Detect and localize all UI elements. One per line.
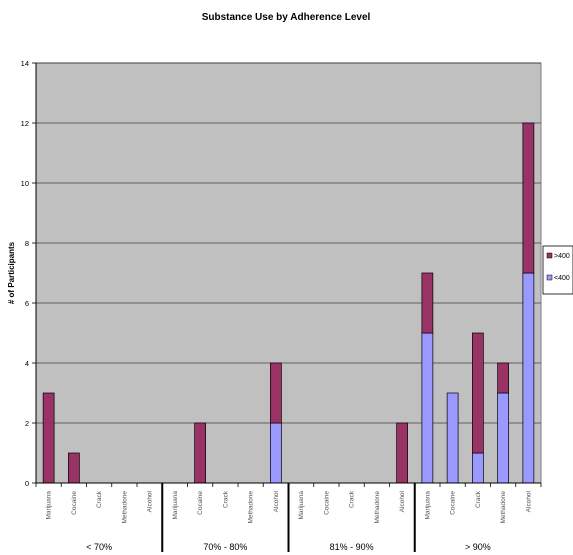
y-tick-label: 14 xyxy=(21,59,29,68)
bar-segment-gt400 xyxy=(497,362,509,394)
x-category-label: Methadone xyxy=(121,491,128,524)
legend-label: <400 xyxy=(554,275,570,282)
plot-area xyxy=(35,62,542,484)
y-tick-label: 6 xyxy=(25,299,29,308)
legend-label: >400 xyxy=(554,253,570,260)
x-group-label: 70% - 80% xyxy=(203,542,247,552)
bar-segment-lt400 xyxy=(421,332,434,484)
x-category-label: Cocaine xyxy=(71,491,78,515)
x-category-label: Crack xyxy=(349,490,356,508)
x-axis: Marijuana Cocaine Crack Methadone Alcohol Mar… xyxy=(35,482,542,552)
bar-segment-gt400 xyxy=(194,422,206,484)
legend-swatch xyxy=(546,252,553,259)
x-category-label: Cocaine xyxy=(323,491,330,515)
x-group-label: 81% - 90% xyxy=(330,542,374,552)
x-group-label: < 70% xyxy=(86,542,112,552)
x-category-label: Alcohol xyxy=(273,490,280,512)
bar-segment-gt400 xyxy=(42,392,55,484)
y-tick-label: 2 xyxy=(25,419,29,428)
x-category-label: Marijuana xyxy=(424,491,431,520)
bar-segment-lt400 xyxy=(522,272,535,484)
x-category-label: Cocaine xyxy=(450,491,457,515)
legend-swatch xyxy=(546,274,553,281)
legend: >400 <400 xyxy=(542,245,573,295)
bar-segment-gt400 xyxy=(472,332,484,454)
bar-segment-lt400 xyxy=(446,392,459,484)
bar-segment-gt400 xyxy=(68,452,80,484)
bar-segment-lt400 xyxy=(270,422,282,484)
y-tick-label: 8 xyxy=(25,239,29,248)
x-category-label: Crack xyxy=(475,490,482,508)
x-category-label: Crack xyxy=(96,490,103,508)
y-tick-label: 10 xyxy=(21,179,29,188)
x-category-label: Alcohol xyxy=(525,490,532,512)
x-category-label: Marijuana xyxy=(298,491,305,520)
x-group-label: > 90% xyxy=(465,542,491,552)
x-category-label: Alcohol xyxy=(147,490,154,512)
gridlines xyxy=(36,62,541,424)
x-category-label: Methadone xyxy=(500,491,507,524)
y-tick-label: 4 xyxy=(25,359,29,368)
y-tick-label: 12 xyxy=(21,119,29,128)
bar-segment-gt400 xyxy=(421,272,434,334)
bar-segment-gt400 xyxy=(396,422,408,484)
chart-title: Substance Use by Adherence Level xyxy=(202,12,371,23)
x-category-label: Methadone xyxy=(248,491,255,524)
x-category-label: Marijuana xyxy=(46,491,53,520)
x-category-label: Cocaine xyxy=(197,491,204,515)
x-category-label: Methadone xyxy=(374,491,381,524)
bar-segment-gt400 xyxy=(522,122,535,274)
y-axis-label: # of Participants xyxy=(7,241,16,304)
y-tick-label: 0 xyxy=(25,479,29,488)
bar-segment-lt400 xyxy=(472,452,484,484)
x-category-label: Crack xyxy=(222,490,229,508)
x-category-label: Marijuana xyxy=(172,491,179,520)
y-axis: 0 2 4 6 8 10 12 14 xyxy=(21,59,37,488)
bar-segment-lt400 xyxy=(497,392,509,484)
bar-segment-gt400 xyxy=(270,362,282,424)
x-category-label: Alcohol xyxy=(399,490,406,512)
bars xyxy=(42,122,535,484)
